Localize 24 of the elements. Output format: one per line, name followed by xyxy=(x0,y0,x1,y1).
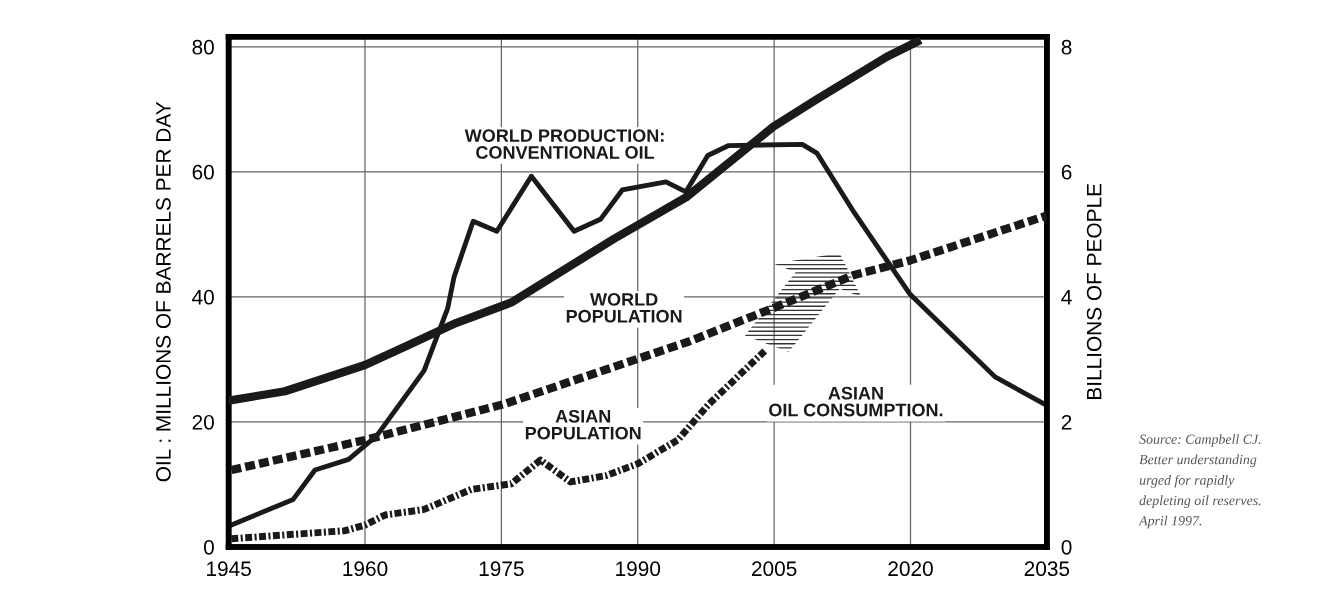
source-note: Source: Campbell CJ. Better understanding urged for rapidly depleting oil reserves. April 1997. xyxy=(1138,434,1261,529)
y-tick-label: 60 xyxy=(192,164,214,180)
x-tick-label: 1945 xyxy=(207,561,251,577)
y-tick-label: 40 xyxy=(192,289,214,305)
y2-tick-label: 8 xyxy=(1061,39,1072,55)
series-label: WORLD POPULATION xyxy=(566,293,682,323)
x-tick-label: 1975 xyxy=(479,561,524,577)
series-label: ASIAN POPULATION xyxy=(525,409,641,440)
y-tick-label: 20 xyxy=(192,414,214,430)
y2-tick-label: 6 xyxy=(1061,164,1072,180)
y2-tick-label: 2 xyxy=(1061,414,1072,430)
x-tick-label: 2020 xyxy=(888,561,933,577)
series-label: WORLD PRODUCTION: CONVENTIONAL OIL xyxy=(464,129,664,159)
y-tick-label: 80 xyxy=(192,39,214,55)
y-axis-title: OIL : MILLIONS OF BARRELS PER DAY xyxy=(156,101,171,482)
x-tick-label: 1960 xyxy=(343,561,388,577)
series-label: ASIAN OIL CONSUMPTION. xyxy=(769,386,943,417)
y2-axis-title: BILLIONS OF PEOPLE xyxy=(1086,183,1102,399)
x-tick-label: 2005 xyxy=(752,561,797,577)
y2-tick-label: 0 xyxy=(1061,539,1072,555)
y-tick-label: 0 xyxy=(203,539,214,555)
y2-tick-label: 4 xyxy=(1061,290,1072,305)
x-tick-label: 2035 xyxy=(1024,561,1070,577)
x-tick-label: 1990 xyxy=(616,561,661,577)
